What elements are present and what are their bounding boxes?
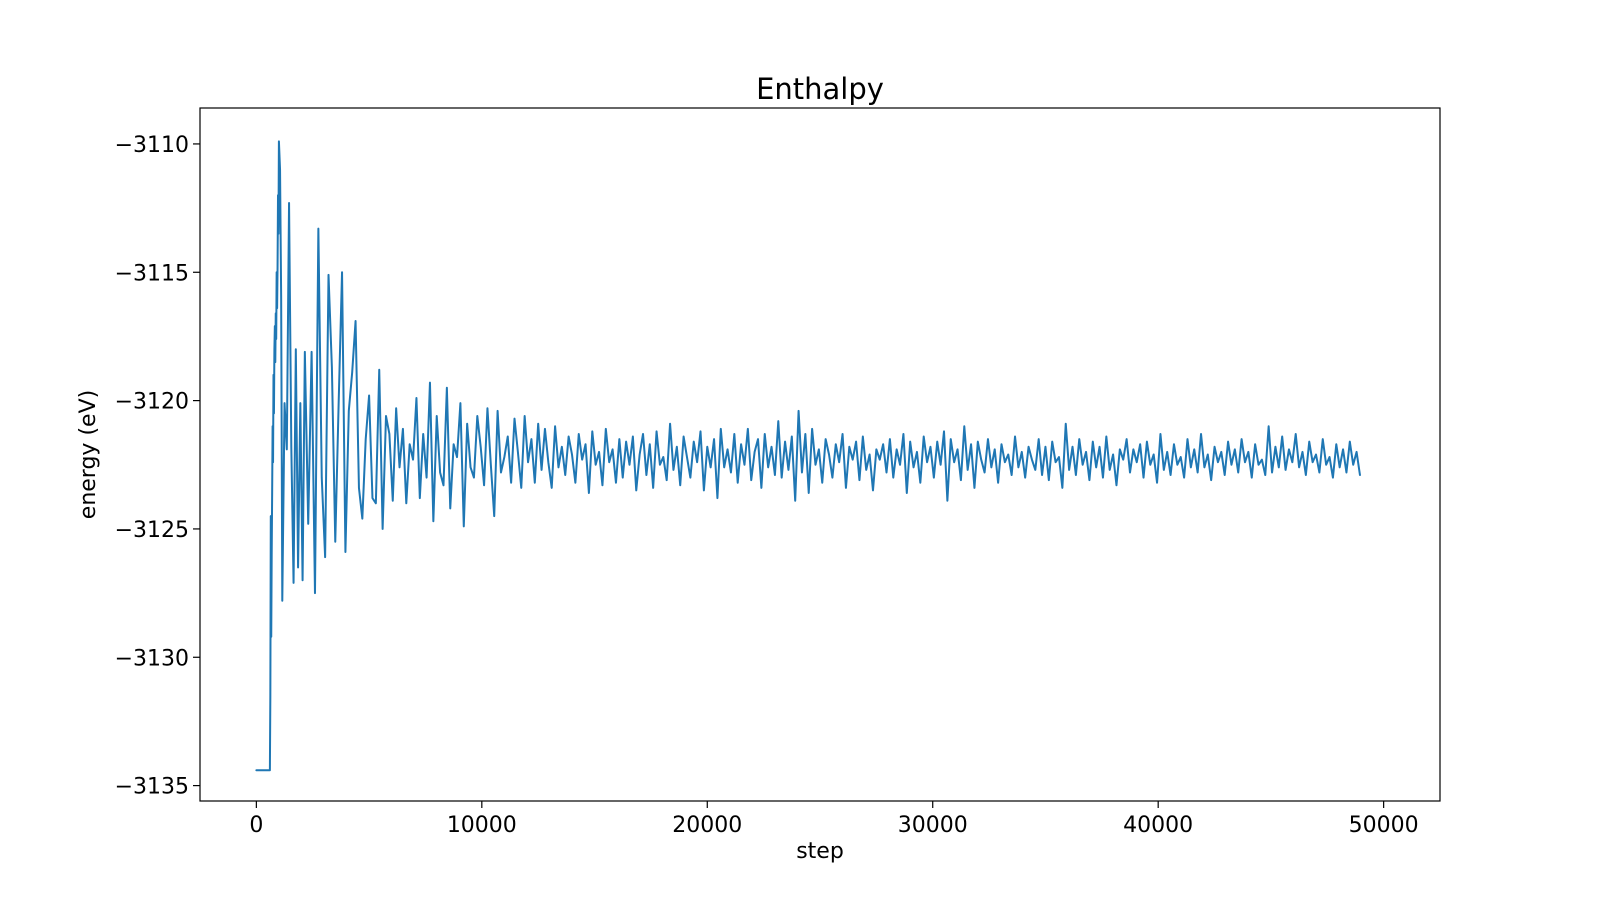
plot-series-group — [255, 140, 1361, 772]
y-tick-label: −3135 — [115, 775, 189, 800]
x-tick-label: 20000 — [672, 813, 742, 838]
x-tick-label: 0 — [249, 813, 263, 838]
x-tick-label: 10000 — [447, 813, 517, 838]
series-line-0 — [255, 140, 1361, 772]
x-axis: 0 10000 20000 30000 40000 50000 — [249, 801, 1419, 838]
x-tick-label: 40000 — [1123, 813, 1193, 838]
x-tick-label: 50000 — [1349, 813, 1419, 838]
y-tick-label: −3110 — [115, 133, 189, 158]
plot-frame — [199, 107, 1441, 802]
x-axis-label: step — [796, 839, 844, 864]
y-tick-label: −3130 — [115, 646, 189, 671]
y-tick-label: −3125 — [115, 518, 189, 543]
y-axis: −3110 −3115 −3120 −3125 −3130 −3135 — [115, 133, 200, 800]
chart-title: Enthalpy — [756, 72, 884, 106]
x-tick-label: 30000 — [898, 813, 968, 838]
y-tick-label: −3115 — [115, 261, 189, 286]
y-tick-label: −3120 — [115, 390, 189, 415]
y-axis-label: energy (eV) — [76, 390, 101, 519]
